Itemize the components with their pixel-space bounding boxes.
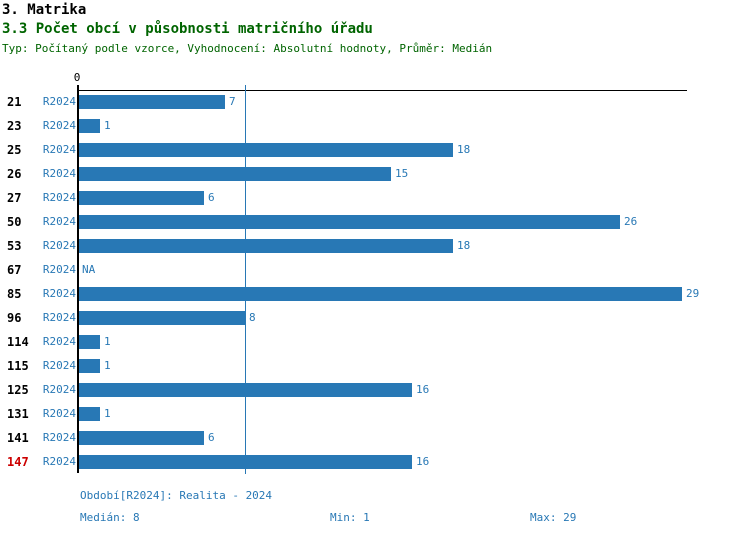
bar-value-label: 16 (416, 455, 430, 468)
row-category-label: 23 (7, 119, 22, 133)
row-category-label: 147 (7, 455, 29, 469)
row-series-label: R2024 (42, 239, 76, 252)
row-series-label: R2024 (42, 95, 76, 108)
row-category-label: 131 (7, 407, 29, 421)
row-category-label: 125 (7, 383, 29, 397)
bar-value-label: 8 (249, 311, 256, 324)
row-series-label: R2024 (42, 455, 76, 468)
bar (79, 143, 453, 157)
bar-value-label: 1 (104, 359, 111, 372)
bar (79, 311, 245, 325)
row-category-label: 26 (7, 167, 22, 181)
bar (79, 191, 204, 205)
bar (79, 215, 620, 229)
row-series-label: R2024 (42, 167, 76, 180)
bar (79, 359, 100, 373)
row-category-label: 21 (7, 95, 22, 109)
row-category-label: 85 (7, 287, 22, 301)
bar-value-label: 18 (457, 143, 471, 156)
row-series-label: R2024 (42, 263, 76, 276)
chart-subtitle: 3.3 Počet obcí v působnosti matričního ú… (2, 21, 373, 37)
bar-value-label: 26 (624, 215, 638, 228)
row-series-label: R2024 (42, 383, 76, 396)
bar (79, 335, 100, 349)
row-category-label: 27 (7, 191, 22, 205)
row-category-label: 67 (7, 263, 22, 277)
bar-value-label: NA (82, 263, 96, 276)
row-series-label: R2024 (42, 215, 76, 228)
median-reference-line (245, 85, 246, 474)
row-series-label: R2024 (42, 287, 76, 300)
bar-value-label: 18 (457, 239, 471, 252)
bar (79, 431, 204, 445)
x-axis-line (77, 90, 687, 91)
footer-median-label: Medián: 8 (80, 511, 140, 524)
row-series-label: R2024 (42, 191, 76, 204)
x-axis-zero-tick-label: 0 (73, 71, 81, 84)
row-series-label: R2024 (42, 119, 76, 132)
bar-value-label: 16 (416, 383, 430, 396)
row-series-label: R2024 (42, 311, 76, 324)
bar-value-label: 1 (104, 335, 111, 348)
bar-value-label: 6 (208, 191, 215, 204)
page-title: 3. Matrika (2, 2, 87, 18)
row-series-label: R2024 (42, 407, 76, 420)
bar-value-label: 7 (229, 95, 236, 108)
bar (79, 95, 225, 109)
row-series-label: R2024 (42, 359, 76, 372)
row-category-label: 50 (7, 215, 22, 229)
bar-value-label: 29 (686, 287, 700, 300)
bar (79, 167, 391, 181)
bar (79, 407, 100, 421)
bar (79, 455, 412, 469)
chart-meta-line: Typ: Počítaný podle vzorce, Vyhodnocení:… (2, 42, 493, 55)
bar-value-label: 6 (208, 431, 215, 444)
bar (79, 383, 412, 397)
row-category-label: 53 (7, 239, 22, 253)
bar-value-label: 15 (395, 167, 409, 180)
row-series-label: R2024 (42, 335, 76, 348)
bar-value-label: 1 (104, 119, 111, 132)
footer-max-label: Max: 29 (530, 511, 577, 524)
row-category-label: 25 (7, 143, 22, 157)
bar (79, 287, 682, 301)
row-category-label: 96 (7, 311, 22, 325)
footer-min-label: Min: 1 (330, 511, 370, 524)
row-series-label: R2024 (42, 431, 76, 444)
row-series-label: R2024 (42, 143, 76, 156)
y-axis-line (77, 85, 79, 473)
bar (79, 119, 100, 133)
row-category-label: 115 (7, 359, 29, 373)
row-category-label: 114 (7, 335, 29, 349)
bar (79, 239, 453, 253)
bar-value-label: 1 (104, 407, 111, 420)
row-category-label: 141 (7, 431, 29, 445)
footer-period-label: Období[R2024]: Realita - 2024 (80, 489, 273, 502)
